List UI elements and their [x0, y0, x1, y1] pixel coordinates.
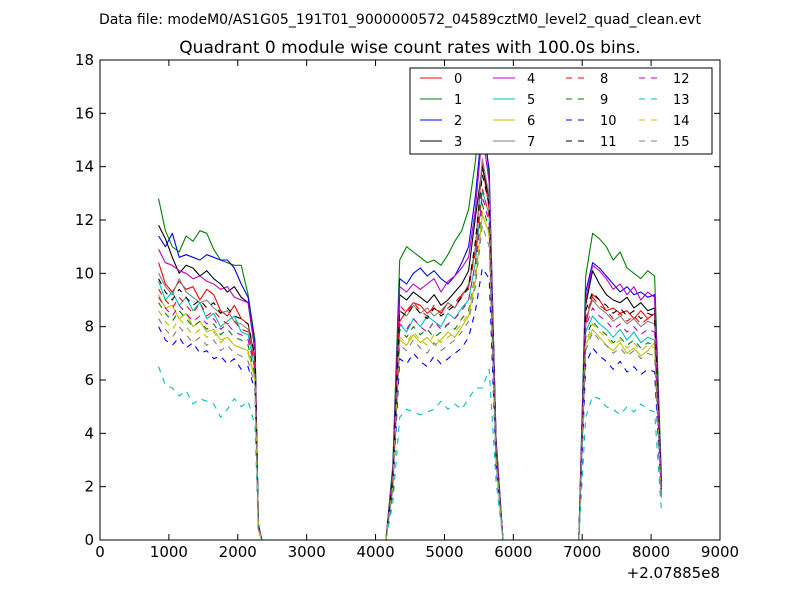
x-tick-label: 7000 — [563, 543, 601, 561]
series-line-5 — [158, 190, 662, 540]
legend-label-1: 1 — [454, 93, 462, 108]
x-tick-label: 5000 — [425, 543, 463, 561]
y-tick-label: 14 — [75, 158, 94, 176]
x-tick-label: 2000 — [219, 543, 257, 561]
y-tick-label: 4 — [84, 424, 94, 442]
legend-label-2: 2 — [454, 114, 462, 129]
legend-label-5: 5 — [527, 93, 535, 108]
series-line-6 — [158, 214, 662, 540]
y-tick-label: 8 — [84, 318, 94, 336]
series-line-4 — [158, 131, 662, 540]
axes-frame — [99, 59, 721, 541]
legend-label-8: 8 — [600, 72, 608, 87]
data-file-label: Data file: modeM0/AS1G05_191T01_90000005… — [99, 12, 701, 28]
series-line-0 — [158, 163, 662, 540]
y-tick-label: 2 — [84, 478, 94, 496]
plot-area: 0 1000 2000 3000 4000 5000 6000 7000 8000 9000 0 2 4… — [75, 51, 739, 561]
x-tick-label: 1000 — [150, 543, 188, 561]
legend-label-6: 6 — [527, 114, 535, 129]
legend-label-0: 0 — [454, 72, 462, 87]
series-line-7 — [158, 158, 662, 540]
chart-title: Quadrant 0 module wise count rates with … — [179, 38, 640, 58]
x-tick-label: 6000 — [494, 543, 532, 561]
legend-label-15: 15 — [673, 135, 690, 150]
series-line-15 — [158, 224, 662, 540]
x-tick-label: 9000 — [701, 543, 739, 561]
series-line-9 — [158, 203, 662, 540]
x-offset-label: +2.07885e8 — [627, 564, 720, 582]
y-tick-label: 16 — [75, 104, 94, 122]
x-tick-label: 0 — [95, 543, 105, 561]
series-line-3 — [158, 166, 662, 540]
legend-label-9: 9 — [600, 93, 608, 108]
series-line-8 — [158, 187, 662, 540]
legend-label-12: 12 — [673, 72, 690, 87]
series-lines — [158, 88, 662, 540]
legend-box — [409, 67, 713, 155]
series-line-1 — [158, 88, 662, 540]
x-tick-label: 4000 — [356, 543, 394, 561]
legend-label-10: 10 — [600, 114, 617, 129]
y-tick-label: 6 — [84, 371, 94, 389]
y-tick-label: 10 — [75, 264, 94, 282]
legend-label-3: 3 — [454, 135, 462, 150]
legend-label-13: 13 — [673, 93, 690, 108]
legend-label-14: 14 — [673, 114, 690, 129]
y-tick-label: 18 — [75, 51, 94, 69]
legend-label-4: 4 — [527, 72, 535, 87]
x-tick-label: 8000 — [632, 543, 670, 561]
series-line-13 — [158, 366, 662, 540]
y-tick-label: 0 — [84, 531, 94, 549]
legend-label-7: 7 — [527, 135, 535, 150]
y-tick-label: 12 — [75, 211, 94, 229]
legend-label-11: 11 — [600, 135, 617, 150]
series-line-2 — [158, 123, 662, 540]
x-tick-label: 3000 — [288, 543, 326, 561]
